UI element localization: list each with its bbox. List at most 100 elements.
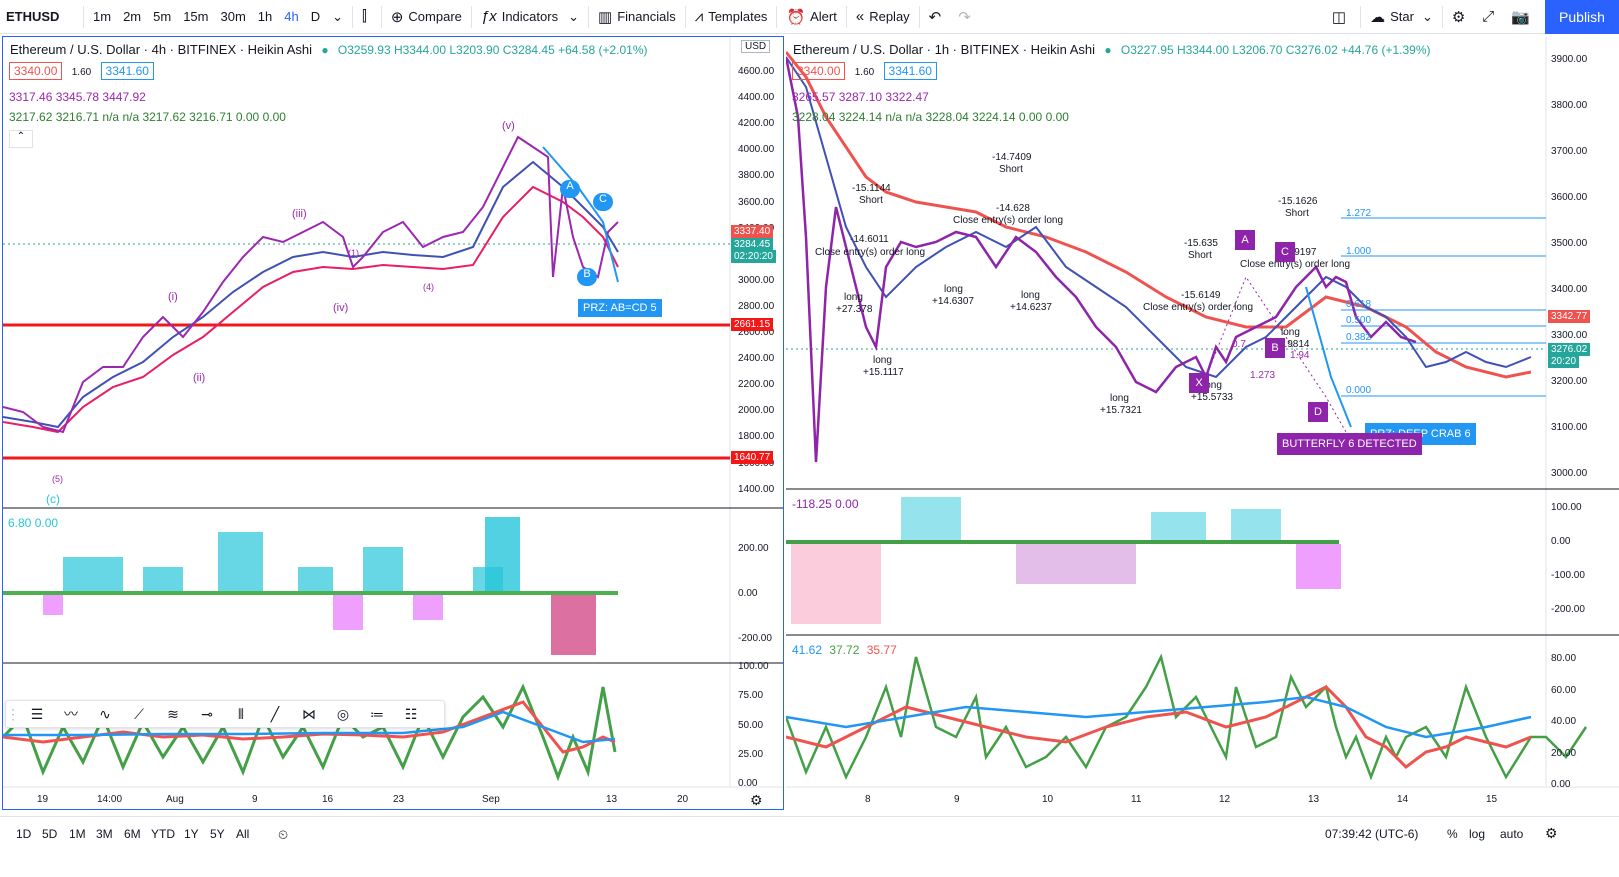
interval-4h[interactable]: 4h xyxy=(284,9,299,24)
ray-icon[interactable]: ⊸ xyxy=(201,705,213,722)
elliott-wave-icon[interactable]: 〰 xyxy=(64,706,78,722)
range-button-1y[interactable]: 1Y xyxy=(184,827,199,841)
horizontal-lines-icon[interactable]: ☰ xyxy=(30,705,44,722)
alert-button[interactable]: ⏰ Alert xyxy=(780,0,842,34)
date-axis-label: 19 xyxy=(37,794,49,805)
date-axis-label: Sep xyxy=(482,794,500,805)
divider xyxy=(1441,5,1443,28)
currency-selector[interactable]: USD xyxy=(741,40,771,53)
left-chart-pane[interactable] xyxy=(2,36,784,810)
interval-5m[interactable]: 5m xyxy=(153,9,172,24)
settings-button[interactable]: ⚙ xyxy=(1446,0,1476,34)
buy-price-box[interactable]: 3341.60 xyxy=(883,62,937,80)
interval-dropdown[interactable]: ⌄ xyxy=(326,0,349,34)
line-icon[interactable]: ╱ xyxy=(270,705,280,722)
redo-icon: ↷ xyxy=(958,8,971,26)
gear-icon: ⚙ xyxy=(1451,8,1466,26)
chart-settings-button[interactable]: ⚙ xyxy=(750,792,763,809)
interval-d[interactable]: D xyxy=(310,9,321,24)
gann-icon[interactable]: ≔ xyxy=(370,705,384,722)
replay-button[interactable]: « Replay xyxy=(850,0,916,34)
osc-axis-label: -200.00 xyxy=(1551,604,1585,615)
range-button-1d[interactable]: 1D xyxy=(16,827,32,841)
undo-button[interactable]: ↶ xyxy=(923,0,953,34)
chevron-down-icon: ⌄ xyxy=(332,8,344,24)
butterfly-label[interactable]: BUTTERFLY 6 DETECTED xyxy=(1277,433,1422,455)
plus-circle-icon: ⊕ xyxy=(390,8,404,26)
range-button-5d[interactable]: 5D xyxy=(42,827,58,841)
pattern-point-c[interactable]: C xyxy=(1275,242,1295,262)
date-axis-label: 10 xyxy=(1042,794,1054,805)
log-toggle[interactable]: log xyxy=(1469,827,1486,841)
interval-2m[interactable]: 2m xyxy=(123,9,142,24)
layout-button[interactable]: ◫ xyxy=(1326,0,1357,34)
range-button-5y[interactable]: 5Y xyxy=(210,827,225,841)
snapshot-button[interactable]: 📷 xyxy=(1505,0,1541,34)
osc-axis-label: 20.00 xyxy=(1551,747,1577,759)
interval-30m[interactable]: 30m xyxy=(220,9,246,24)
bottom-chart-settings[interactable]: ⚙ xyxy=(1545,825,1558,842)
clock-display[interactable]: 07:39:42 (UTC-6) xyxy=(1325,827,1419,841)
oscillator-2-blue-line xyxy=(786,695,1532,739)
long-label-5: long xyxy=(1110,393,1129,404)
spiral-icon[interactable]: ◎ xyxy=(336,705,350,722)
wave-label-iv: (iv) xyxy=(333,302,349,314)
symbol-search[interactable]: ETHUSD xyxy=(6,9,60,24)
pattern-point-c[interactable]: C xyxy=(593,193,613,211)
channel-icon[interactable]: ≋ xyxy=(167,705,179,722)
pattern-point-b[interactable]: B xyxy=(577,268,597,286)
divider xyxy=(684,5,686,28)
pattern-point-d[interactable]: D xyxy=(1308,402,1328,422)
financials-button[interactable]: ▥ Financials xyxy=(592,0,682,34)
rewind-icon: « xyxy=(855,8,865,25)
pattern-point-a[interactable]: A xyxy=(1235,230,1255,250)
pattern-point-a[interactable]: A xyxy=(560,180,580,198)
interval-1h[interactable]: 1h xyxy=(257,9,273,24)
sell-price-box[interactable]: 3340.00 xyxy=(792,62,846,80)
templates-button[interactable]: ⩘ Templates xyxy=(689,0,774,34)
ranges-icon[interactable]: ☷ xyxy=(404,705,418,722)
percent-toggle[interactable]: % xyxy=(1447,827,1458,841)
sell-price-box[interactable]: 3340.00 xyxy=(9,62,63,80)
price-axis-label: 1800.00 xyxy=(738,431,775,443)
divider xyxy=(1360,5,1362,28)
range-button-3m[interactable]: 3M xyxy=(96,827,113,841)
drag-handle-icon[interactable]: ⋮ xyxy=(6,705,20,722)
left-chart-svg[interactable] xyxy=(3,37,783,809)
indicators-button[interactable]: ƒx Indicators ⌄ xyxy=(475,0,585,34)
goto-date-button[interactable]: ⏲ xyxy=(278,827,288,843)
fib-label-1272: 1.272 xyxy=(1346,208,1372,219)
bottom-toolbar: 1D 5D 1M 3M 6M YTD 1Y 5Y All ⏲ 07:39:42 (UTC-6) … xyxy=(0,816,1619,877)
range-button-ytd[interactable]: YTD xyxy=(151,827,175,841)
oscillator-1-histogram xyxy=(43,517,596,655)
prz-label[interactable]: PRZ: AB=CD 5 xyxy=(578,299,662,317)
fib-label-0618: 0.618 xyxy=(1346,299,1372,310)
auto-toggle[interactable]: auto xyxy=(1500,827,1524,841)
redo-button[interactable]: ↷ xyxy=(952,0,982,34)
gear-icon: ⚙ xyxy=(1545,825,1558,841)
collapse-legend-button[interactable]: ⌃ xyxy=(9,130,33,148)
price-axis-label: 2200.00 xyxy=(738,379,775,391)
range-button-6m[interactable]: 6M xyxy=(124,827,141,841)
divider xyxy=(352,5,354,28)
range-button-all[interactable]: All xyxy=(236,827,250,841)
pattern-icon[interactable]: ⋈ xyxy=(302,705,316,722)
chart-type-button[interactable]: ⫿ xyxy=(356,0,378,34)
star-button[interactable]: ☁ Star ⌄ xyxy=(1364,0,1439,34)
abc-wave-icon[interactable]: ∿ xyxy=(99,705,111,722)
interval-15m[interactable]: 15m xyxy=(183,9,209,24)
fib-icon[interactable]: ⦀ xyxy=(237,705,245,722)
compare-button[interactable]: ⊕ Compare xyxy=(385,0,468,34)
buy-price-box[interactable]: 3341.60 xyxy=(100,62,154,80)
interval-1m[interactable]: 1m xyxy=(93,9,112,24)
date-axis-label: 8 xyxy=(865,794,871,805)
fullscreen-button[interactable]: ⤢ xyxy=(1476,0,1505,34)
pattern-point-b[interactable]: B xyxy=(1265,338,1285,358)
price-axis-label: 3400.00 xyxy=(1551,284,1588,295)
pattern-point-x[interactable]: X xyxy=(1189,373,1209,393)
right-chart-svg[interactable] xyxy=(786,37,1619,809)
range-button-1m[interactable]: 1M xyxy=(69,827,86,841)
trend-line-icon[interactable]: ⟋ xyxy=(134,705,144,722)
split-layout-icon: ◫ xyxy=(1331,8,1347,26)
publish-button[interactable]: Publish xyxy=(1545,0,1619,34)
